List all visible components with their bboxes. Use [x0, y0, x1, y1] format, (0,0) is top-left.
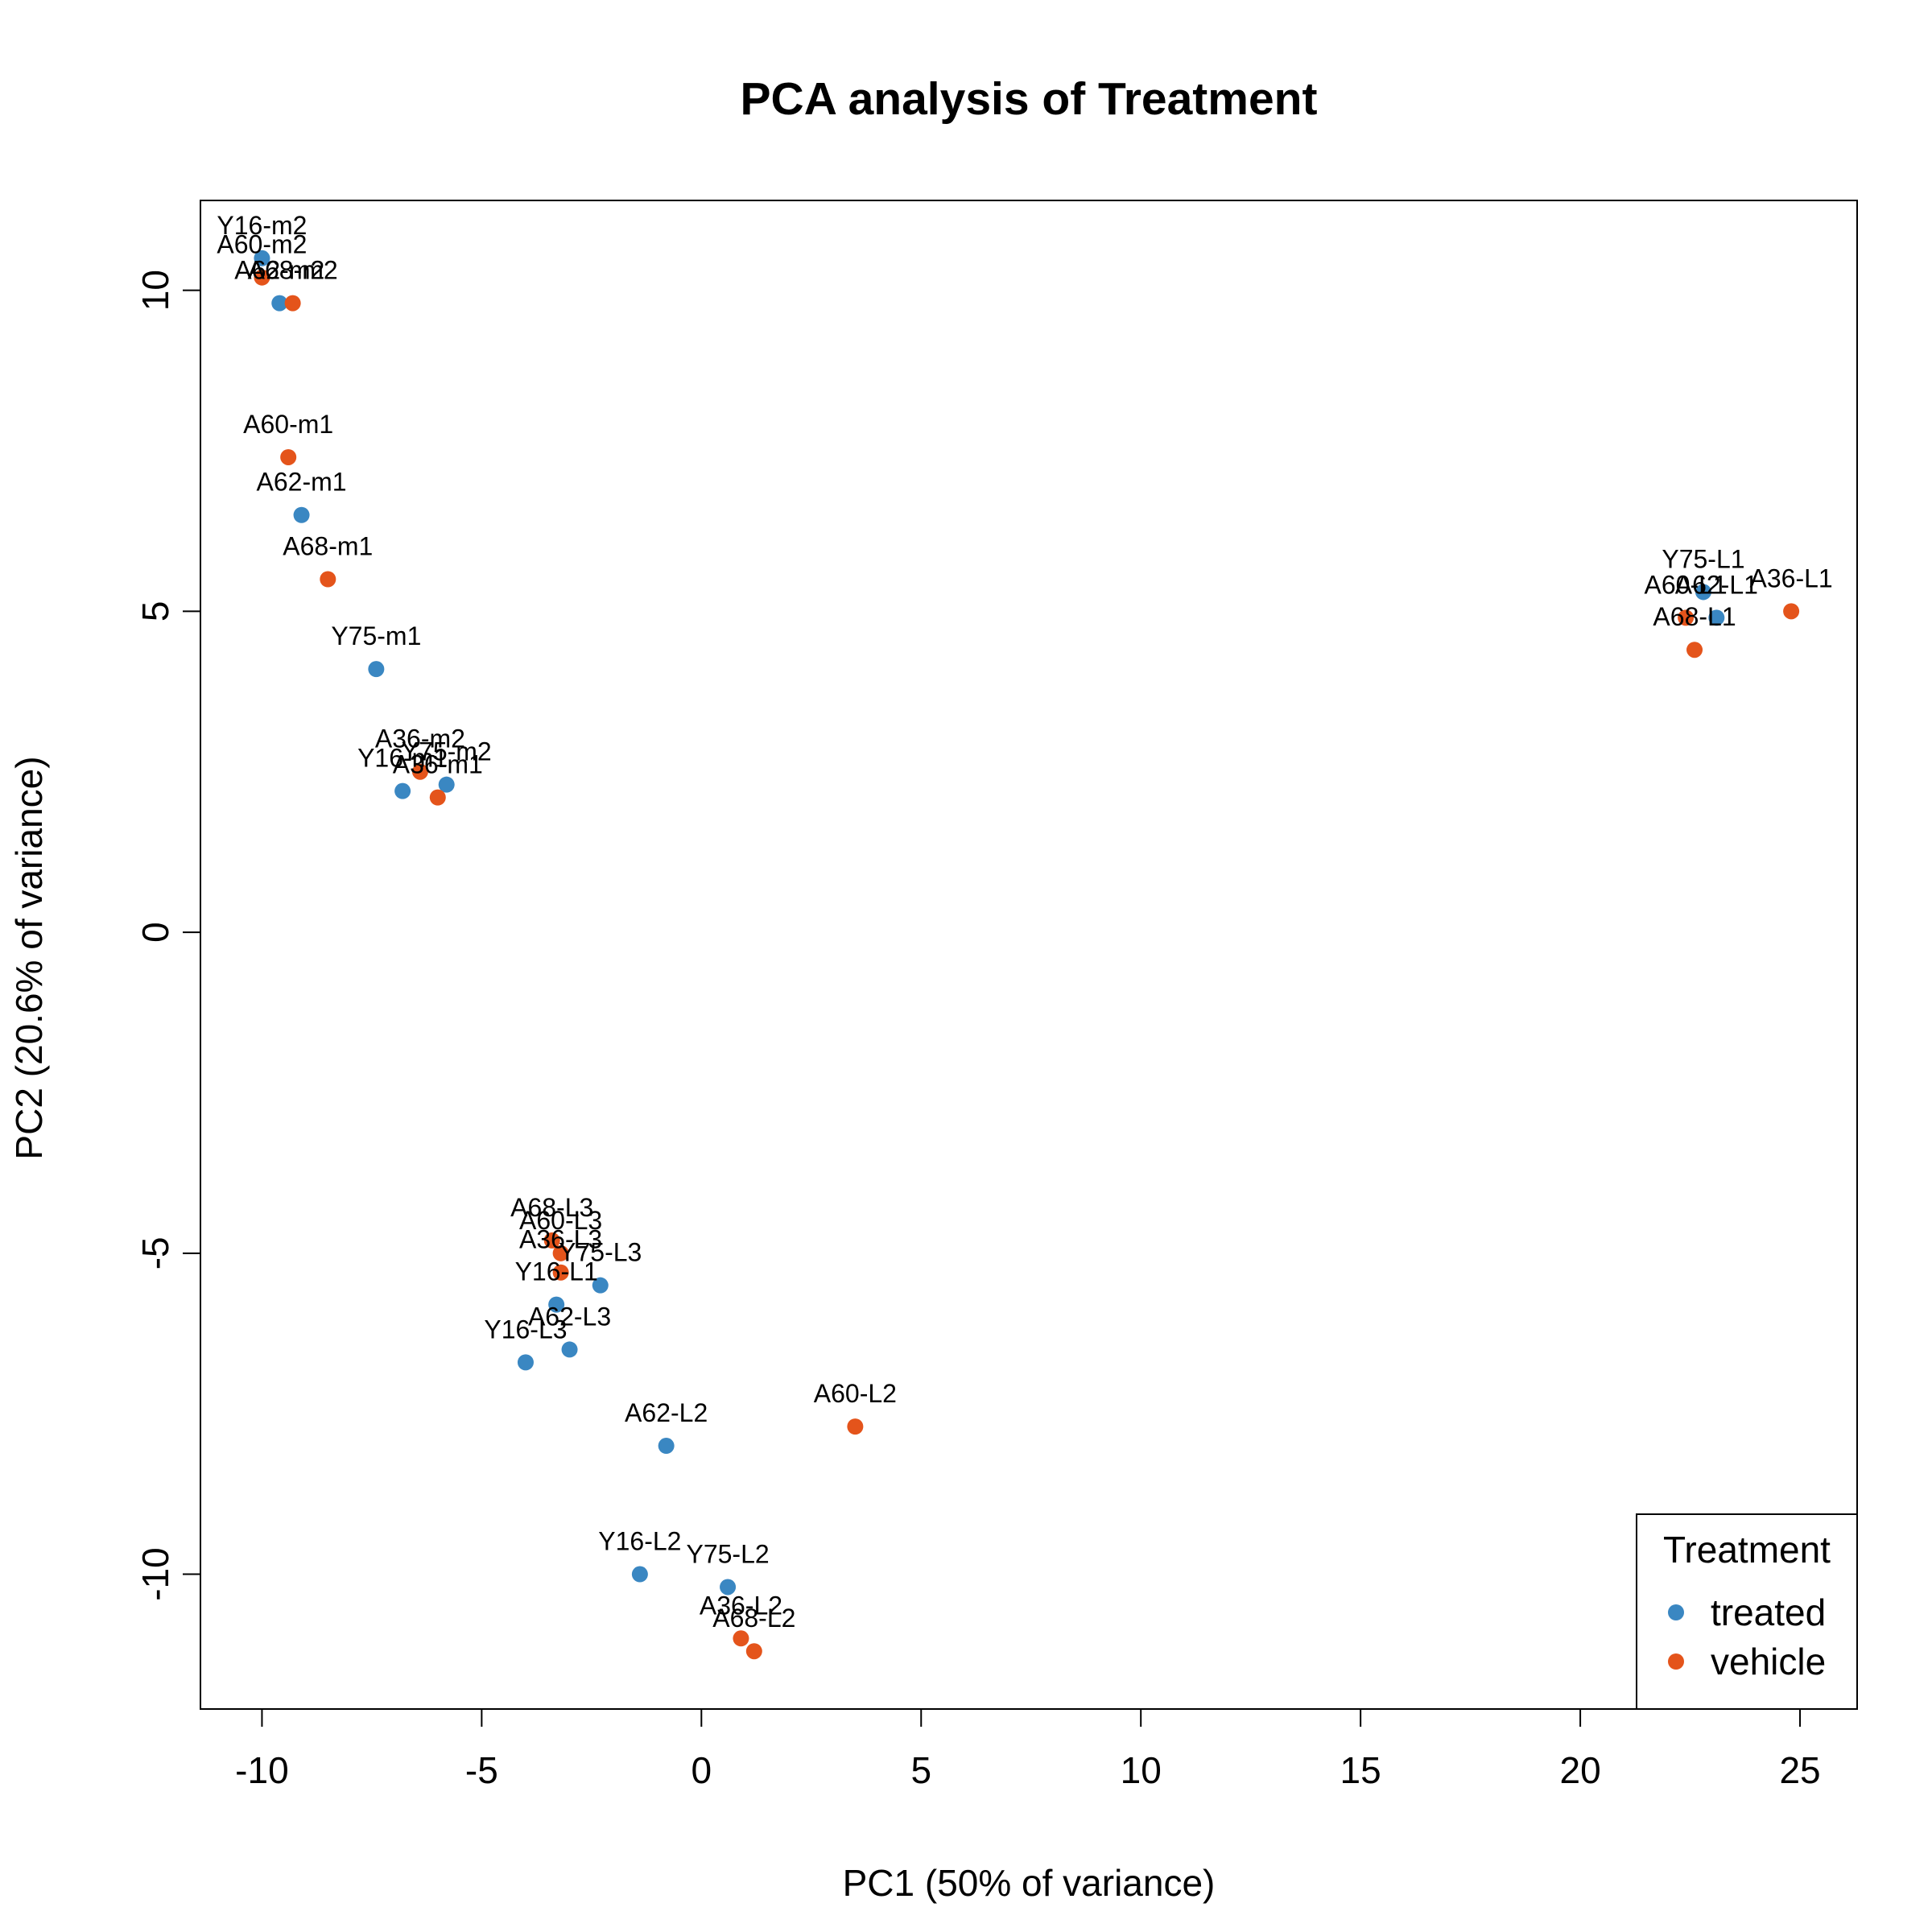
legend-label-treated: treated: [1711, 1591, 1826, 1633]
y-tick-label: -5: [134, 1236, 176, 1269]
y-axis: -10 -5 0 5 10: [134, 270, 201, 1601]
point-label: Y75-m2: [402, 737, 492, 766]
point-treated: [658, 1438, 675, 1455]
point-treated: [394, 782, 411, 799]
point-vehicle: [284, 295, 301, 312]
point-label: A36-m1: [393, 750, 483, 779]
y-tick-label: 5: [134, 601, 176, 622]
point-treated: [271, 295, 288, 312]
point-label: A68-L1: [1653, 602, 1736, 631]
legend: Treatment treated vehicle: [1636, 1513, 1858, 1710]
point-treated: [592, 1277, 609, 1294]
point-label: Y75-L3: [559, 1238, 642, 1267]
point-label: A36-L1: [1750, 564, 1833, 592]
point-label: A60-L2: [814, 1379, 897, 1408]
x-axis-label: PC1 (50% of variance): [843, 1862, 1216, 1904]
point-label: A68-m2: [248, 256, 338, 285]
point-label: Y16-m2: [217, 211, 307, 240]
point-vehicle: [280, 448, 297, 465]
point-vehicle: [1686, 642, 1703, 658]
point-vehicle: [1678, 609, 1695, 626]
x-tick-label: 5: [910, 1749, 931, 1791]
data-points: [254, 250, 1800, 1660]
x-tick-label: 25: [1779, 1749, 1820, 1791]
legend-title: Treatment: [1663, 1529, 1831, 1571]
point-label: Y16-L3: [484, 1315, 567, 1344]
point-label: Y75-L1: [1662, 544, 1744, 573]
point-label: A36-L3: [519, 1225, 602, 1254]
point-vehicle: [411, 763, 428, 780]
point-treated: [254, 250, 270, 266]
x-tick-label: 15: [1340, 1749, 1381, 1791]
point-label: A36-L2: [700, 1591, 782, 1620]
point-vehicle: [552, 1245, 569, 1261]
point-treated: [438, 776, 455, 793]
point-treated: [1695, 584, 1711, 601]
point-treated: [1708, 609, 1725, 626]
point-label: A62-m1: [257, 468, 347, 497]
point-label: Y16-m1: [357, 744, 448, 773]
point-label: A60-m2: [217, 230, 307, 259]
point-label: A62-L2: [625, 1398, 708, 1427]
point-treated: [517, 1354, 534, 1371]
point-label: A62-m2: [234, 256, 324, 285]
point-treated: [631, 1566, 648, 1583]
point-label: Y75-L2: [686, 1539, 769, 1568]
x-tick-label: -10: [235, 1749, 288, 1791]
point-vehicle: [847, 1418, 864, 1435]
point-vehicle: [320, 571, 336, 588]
point-vehicle: [543, 1232, 560, 1249]
point-vehicle: [254, 269, 270, 286]
point-vehicle: [745, 1643, 762, 1660]
point-treated: [720, 1579, 737, 1596]
point-label: Y16-L1: [515, 1257, 598, 1286]
y-tick-label: 0: [134, 922, 176, 943]
y-axis-label: PC2 (20.6% of variance): [8, 756, 50, 1159]
point-vehicle: [429, 789, 446, 806]
point-label: A60-L3: [519, 1206, 602, 1235]
legend-label-vehicle: vehicle: [1711, 1641, 1826, 1682]
y-tick-label: -10: [134, 1547, 176, 1600]
point-label: A68-L2: [712, 1604, 795, 1633]
legend-marker-vehicle: [1668, 1653, 1684, 1670]
point-vehicle: [552, 1264, 569, 1281]
point-treated: [561, 1341, 578, 1358]
point-label: A60-L1: [1645, 570, 1728, 599]
point-vehicle: [1783, 603, 1800, 620]
x-tick-label: 20: [1560, 1749, 1601, 1791]
point-label: Y75-m1: [331, 621, 421, 650]
chart-title: PCA analysis of Treatment: [741, 73, 1318, 125]
legend-marker-treated: [1668, 1604, 1684, 1620]
point-treated: [293, 506, 310, 523]
point-vehicle: [733, 1630, 749, 1647]
x-tick-label: -5: [465, 1749, 498, 1791]
point-label: A68-L3: [510, 1193, 593, 1222]
point-treated: [368, 661, 385, 678]
point-label: A60-m1: [243, 410, 333, 439]
point-label: Y16-L2: [598, 1527, 681, 1556]
x-tick-label: 10: [1121, 1749, 1162, 1791]
y-tick-label: 10: [134, 270, 176, 311]
point-label: A68-m1: [283, 531, 373, 560]
x-tick-label: 0: [691, 1749, 712, 1791]
point-label: A62-L1: [1675, 570, 1758, 599]
x-axis: -10 -5 0 5 10 15 20 25: [235, 1708, 1821, 1791]
point-label: A36-m2: [375, 724, 465, 753]
point-treated: [548, 1296, 565, 1313]
point-label: A62-L3: [528, 1302, 611, 1331]
